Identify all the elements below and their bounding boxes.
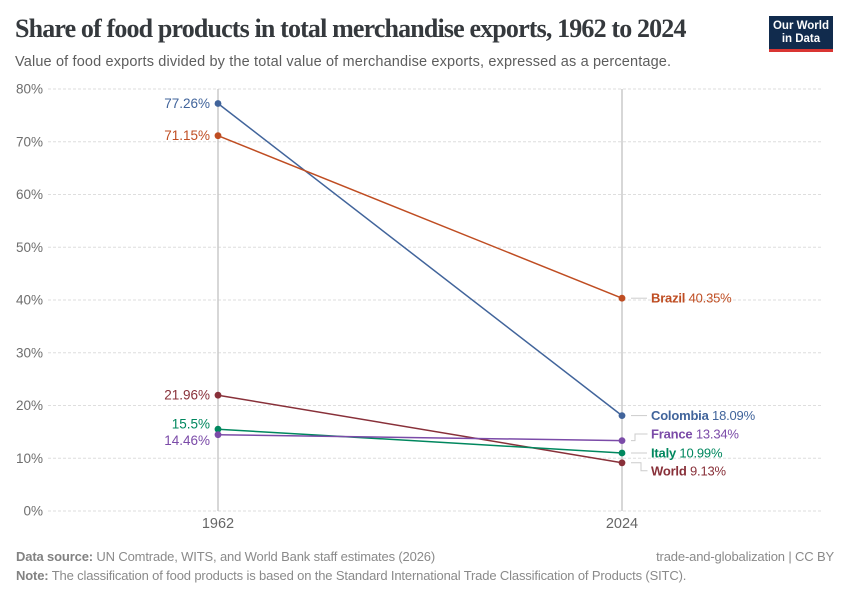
svg-text:1962: 1962 <box>202 516 234 532</box>
svg-text:21.96%: 21.96% <box>164 388 210 403</box>
svg-text:30%: 30% <box>16 345 43 360</box>
svg-text:Colombia 18.09%: Colombia 18.09% <box>651 408 756 423</box>
svg-text:70%: 70% <box>16 134 43 149</box>
svg-text:77.26%: 77.26% <box>164 96 210 111</box>
svg-text:Italy 10.99%: Italy 10.99% <box>651 446 723 461</box>
svg-text:0%: 0% <box>23 504 43 519</box>
svg-text:60%: 60% <box>16 187 43 202</box>
svg-text:80%: 80% <box>16 82 43 97</box>
svg-text:40%: 40% <box>16 293 43 308</box>
svg-text:France 13.34%: France 13.34% <box>651 427 739 442</box>
svg-text:World 9.13%: World 9.13% <box>651 463 727 478</box>
svg-text:71.15%: 71.15% <box>164 128 210 143</box>
svg-text:20%: 20% <box>16 398 43 413</box>
svg-text:50%: 50% <box>16 240 43 255</box>
svg-text:Brazil 40.35%: Brazil 40.35% <box>651 291 732 306</box>
svg-text:15.5%: 15.5% <box>172 417 210 432</box>
svg-text:2024: 2024 <box>606 516 638 532</box>
svg-text:14.46%: 14.46% <box>164 433 210 448</box>
svg-text:10%: 10% <box>16 451 43 466</box>
